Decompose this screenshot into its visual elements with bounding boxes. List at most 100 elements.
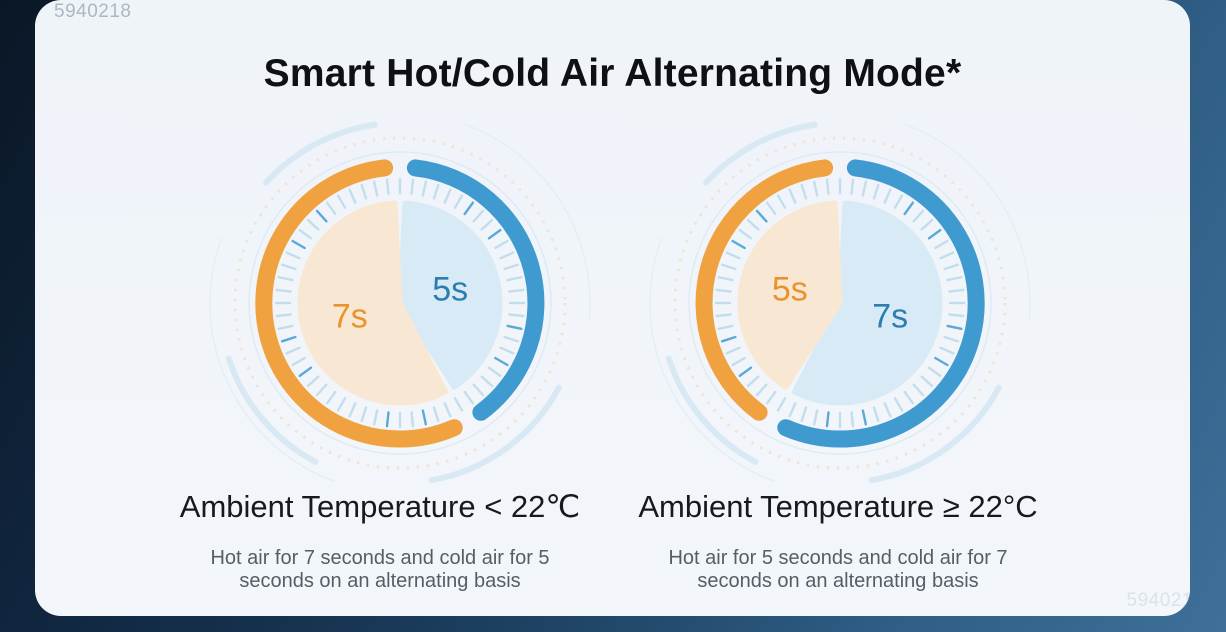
description-line: seconds on an alternating basis bbox=[239, 570, 521, 592]
tick bbox=[883, 402, 892, 418]
decorative-dashed-ring bbox=[673, 136, 1007, 470]
tick bbox=[275, 288, 292, 293]
tick bbox=[776, 397, 787, 412]
tick bbox=[494, 239, 509, 250]
tick bbox=[825, 178, 830, 195]
tick bbox=[291, 356, 306, 367]
tick bbox=[336, 397, 347, 412]
decorative-arc bbox=[225, 355, 319, 465]
content-card: Smart Hot/Cold Air Alternating Mode* 5s 7… bbox=[35, 0, 1190, 616]
tick bbox=[943, 263, 960, 271]
tick-accent bbox=[825, 411, 830, 428]
tick bbox=[893, 194, 904, 209]
tick bbox=[738, 228, 753, 240]
tick bbox=[443, 402, 452, 418]
tick bbox=[776, 194, 787, 209]
decorative-arc bbox=[263, 121, 378, 186]
cold-air-arc bbox=[406, 159, 545, 421]
tick-ring bbox=[274, 177, 526, 429]
tick bbox=[385, 178, 390, 195]
decorative-ring bbox=[248, 151, 552, 455]
decorative-thin-arc bbox=[904, 123, 1031, 320]
cold-air-wedge bbox=[791, 200, 943, 406]
tick bbox=[872, 406, 880, 423]
tick bbox=[360, 183, 368, 200]
tick-accent bbox=[494, 356, 509, 367]
hot-air-arc bbox=[695, 159, 834, 421]
tick bbox=[443, 188, 452, 204]
hot-duration-label: 5s bbox=[772, 271, 808, 309]
tick bbox=[861, 180, 868, 197]
decorative-arc bbox=[665, 355, 759, 465]
tick-accent bbox=[421, 409, 428, 426]
tick bbox=[883, 188, 892, 204]
tick bbox=[306, 218, 320, 231]
tick bbox=[472, 383, 485, 397]
watermark-bottom-right: 5940218 bbox=[1126, 590, 1190, 611]
tick-accent bbox=[506, 324, 523, 331]
tick bbox=[508, 313, 525, 318]
tick bbox=[912, 209, 925, 223]
tick bbox=[480, 375, 494, 388]
tick bbox=[480, 218, 494, 231]
decorative-thin-arc bbox=[649, 237, 776, 483]
tick bbox=[432, 183, 440, 200]
tick-accent bbox=[315, 209, 328, 223]
tick bbox=[850, 178, 855, 195]
tick-accent bbox=[385, 411, 390, 428]
tick bbox=[306, 375, 320, 388]
tick bbox=[499, 251, 515, 260]
tick bbox=[800, 183, 808, 200]
decorative-arc bbox=[868, 384, 1002, 484]
tick-accent bbox=[731, 239, 746, 250]
tick bbox=[715, 313, 732, 318]
dial-svg: 5s 7s bbox=[209, 121, 591, 484]
tick bbox=[850, 411, 855, 428]
tick bbox=[325, 390, 337, 405]
tick bbox=[325, 201, 337, 216]
tick bbox=[903, 390, 915, 405]
tick bbox=[715, 288, 732, 293]
tick bbox=[503, 335, 520, 343]
description-line: Hot air for 7 seconds and cold air for 5 bbox=[210, 547, 550, 569]
tick bbox=[946, 275, 963, 282]
tick bbox=[920, 375, 934, 388]
tick bbox=[372, 409, 379, 426]
tick bbox=[948, 288, 965, 293]
tick bbox=[812, 409, 819, 426]
tick-accent bbox=[487, 228, 502, 240]
tick bbox=[746, 218, 760, 231]
tick bbox=[280, 263, 297, 271]
tick bbox=[472, 209, 485, 223]
tick bbox=[920, 218, 934, 231]
decorative-dashed-ring bbox=[233, 136, 567, 470]
tick-accent bbox=[903, 201, 915, 216]
tick bbox=[927, 366, 942, 378]
tick bbox=[487, 366, 502, 378]
tick bbox=[277, 275, 294, 282]
tick bbox=[508, 288, 525, 293]
tick bbox=[788, 188, 797, 204]
tick-accent bbox=[291, 239, 306, 250]
tick bbox=[788, 402, 797, 418]
tick bbox=[503, 263, 520, 271]
tick bbox=[372, 180, 379, 197]
tick-accent bbox=[934, 356, 949, 367]
watermark-top-left: 5940218 bbox=[54, 1, 132, 22]
tick bbox=[948, 313, 965, 318]
decorative-ring bbox=[688, 151, 992, 455]
tick bbox=[872, 183, 880, 200]
tick bbox=[453, 194, 464, 209]
tick bbox=[421, 180, 428, 197]
tick bbox=[298, 228, 313, 240]
tick bbox=[717, 324, 734, 331]
tick-accent bbox=[720, 335, 737, 343]
tick-accent bbox=[927, 228, 942, 240]
description-line: seconds on an alternating basis bbox=[697, 570, 979, 592]
tick-accent bbox=[280, 335, 297, 343]
tick bbox=[939, 251, 955, 260]
tick bbox=[453, 397, 464, 412]
decorative-thin-arc bbox=[464, 123, 591, 320]
tick bbox=[943, 335, 960, 343]
tick bbox=[348, 188, 357, 204]
